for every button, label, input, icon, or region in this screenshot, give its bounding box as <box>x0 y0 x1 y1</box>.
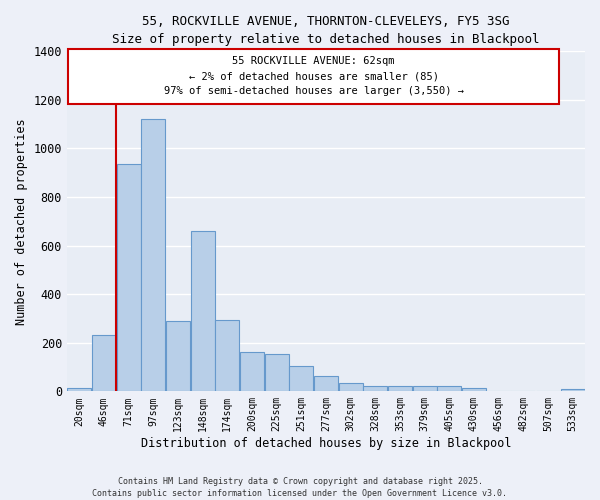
Y-axis label: Number of detached properties: Number of detached properties <box>15 118 28 324</box>
Bar <box>191 231 215 392</box>
Bar <box>67 388 91 392</box>
Text: 55 ROCKVILLE AVENUE: 62sqm
← 2% of detached houses are smaller (85)
97% of semi-: 55 ROCKVILLE AVENUE: 62sqm ← 2% of detac… <box>164 56 464 96</box>
Bar <box>289 366 313 392</box>
Bar <box>413 386 437 392</box>
Bar <box>265 354 289 392</box>
Bar <box>437 386 461 392</box>
Bar <box>240 352 264 392</box>
Bar <box>141 120 165 392</box>
Title: 55, ROCKVILLE AVENUE, THORNTON-CLEVELEYS, FY5 3SG
Size of property relative to d: 55, ROCKVILLE AVENUE, THORNTON-CLEVELEYS… <box>112 15 540 46</box>
Bar <box>338 383 362 392</box>
Bar <box>388 386 412 392</box>
Bar <box>364 386 387 392</box>
Text: Contains HM Land Registry data © Crown copyright and database right 2025.
Contai: Contains HM Land Registry data © Crown c… <box>92 476 508 498</box>
Bar <box>116 164 140 392</box>
FancyBboxPatch shape <box>68 49 559 104</box>
Bar <box>462 388 486 392</box>
Bar <box>92 336 116 392</box>
Bar <box>560 389 584 392</box>
Bar <box>166 321 190 392</box>
Bar <box>215 320 239 392</box>
Bar <box>314 376 338 392</box>
X-axis label: Distribution of detached houses by size in Blackpool: Distribution of detached houses by size … <box>141 437 511 450</box>
